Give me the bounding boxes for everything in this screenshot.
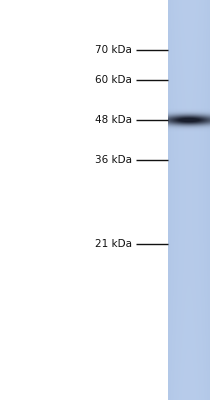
Text: 21 kDa: 21 kDa bbox=[95, 239, 132, 249]
Text: 60 kDa: 60 kDa bbox=[95, 75, 132, 85]
Text: 48 kDa: 48 kDa bbox=[95, 115, 132, 125]
Text: 36 kDa: 36 kDa bbox=[95, 155, 132, 165]
Text: 70 kDa: 70 kDa bbox=[95, 45, 132, 55]
